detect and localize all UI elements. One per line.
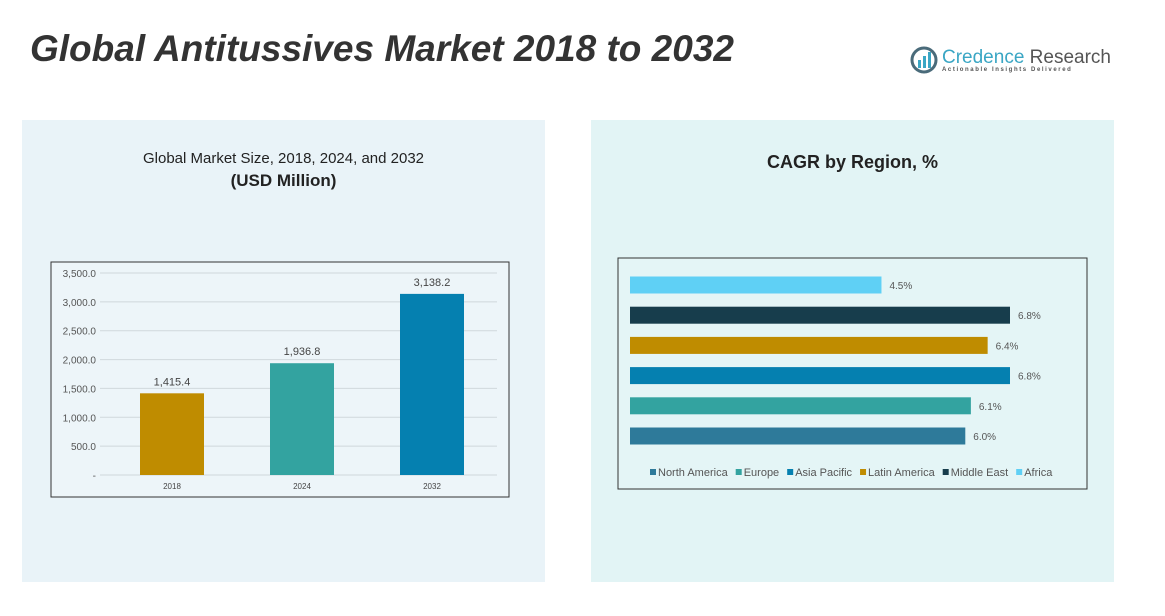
data-label: 6.1% xyxy=(979,402,1002,413)
y-tick-label: 1,000.0 xyxy=(63,413,97,424)
legend-item: Latin America xyxy=(868,467,936,479)
data-label: 6.4% xyxy=(996,341,1019,352)
bar-2032 xyxy=(400,293,464,475)
data-label: 6.8% xyxy=(1018,311,1041,322)
logo: Credence Research Actionable Insights De… xyxy=(910,46,1111,74)
logo-tagline: Actionable Insights Delivered xyxy=(942,66,1073,73)
legend-swatch xyxy=(942,469,949,475)
legend-item: Middle East xyxy=(951,467,1008,479)
legend-swatch xyxy=(860,469,867,475)
legend-swatch xyxy=(650,469,656,475)
data-label: 1,415.4 xyxy=(154,376,191,388)
legend-swatch xyxy=(735,469,742,475)
legend-swatch xyxy=(787,469,794,475)
chart-title: Global Market Size, 2018, 2024, and 2032 xyxy=(142,150,425,167)
legend-item: Africa xyxy=(1024,467,1053,479)
data-label: 6.8% xyxy=(1018,372,1041,383)
bar-Africa xyxy=(630,276,882,294)
x-tick-label: 2024 xyxy=(293,482,311,491)
x-tick-label: 2032 xyxy=(423,482,441,491)
chart-subtitle: (USD Million) xyxy=(230,171,337,190)
x-tick-label: 2018 xyxy=(163,482,181,491)
y-tick-label: 3,500.0 xyxy=(63,269,97,280)
bar-Asia Pacific xyxy=(630,367,1010,385)
data-label: 6.0% xyxy=(973,432,996,443)
y-tick-label: 500.0 xyxy=(71,442,96,453)
logo-name-2: Research xyxy=(1024,46,1111,68)
legend-item: Europe xyxy=(744,467,779,479)
legend-item: North America xyxy=(658,467,729,479)
data-label: 1,936.8 xyxy=(284,346,321,358)
y-tick-label: 2,000.0 xyxy=(63,356,97,367)
legend-swatch xyxy=(1016,469,1023,475)
bar-Middle East xyxy=(630,306,1010,324)
y-tick-label: - xyxy=(93,471,96,482)
data-label: 3,138.2 xyxy=(414,277,451,289)
y-tick-label: 2,500.0 xyxy=(63,327,97,338)
logo-name: Credence xyxy=(942,46,1025,68)
bar-North America xyxy=(630,427,966,445)
bar-2018 xyxy=(140,393,204,475)
chart-title: CAGR by Region, % xyxy=(766,152,938,172)
legend-item: Asia Pacific xyxy=(795,467,852,479)
bar-Europe xyxy=(630,397,971,415)
y-tick-label: 3,000.0 xyxy=(63,298,97,309)
data-label: 4.5% xyxy=(889,281,912,292)
page-title: Global Antitussives Market 2018 to 2032 xyxy=(30,28,734,69)
logo-icon xyxy=(910,46,938,74)
bar-2024 xyxy=(270,363,334,475)
y-tick-label: 1,500.0 xyxy=(63,384,97,395)
bar-Latin America xyxy=(630,336,988,354)
